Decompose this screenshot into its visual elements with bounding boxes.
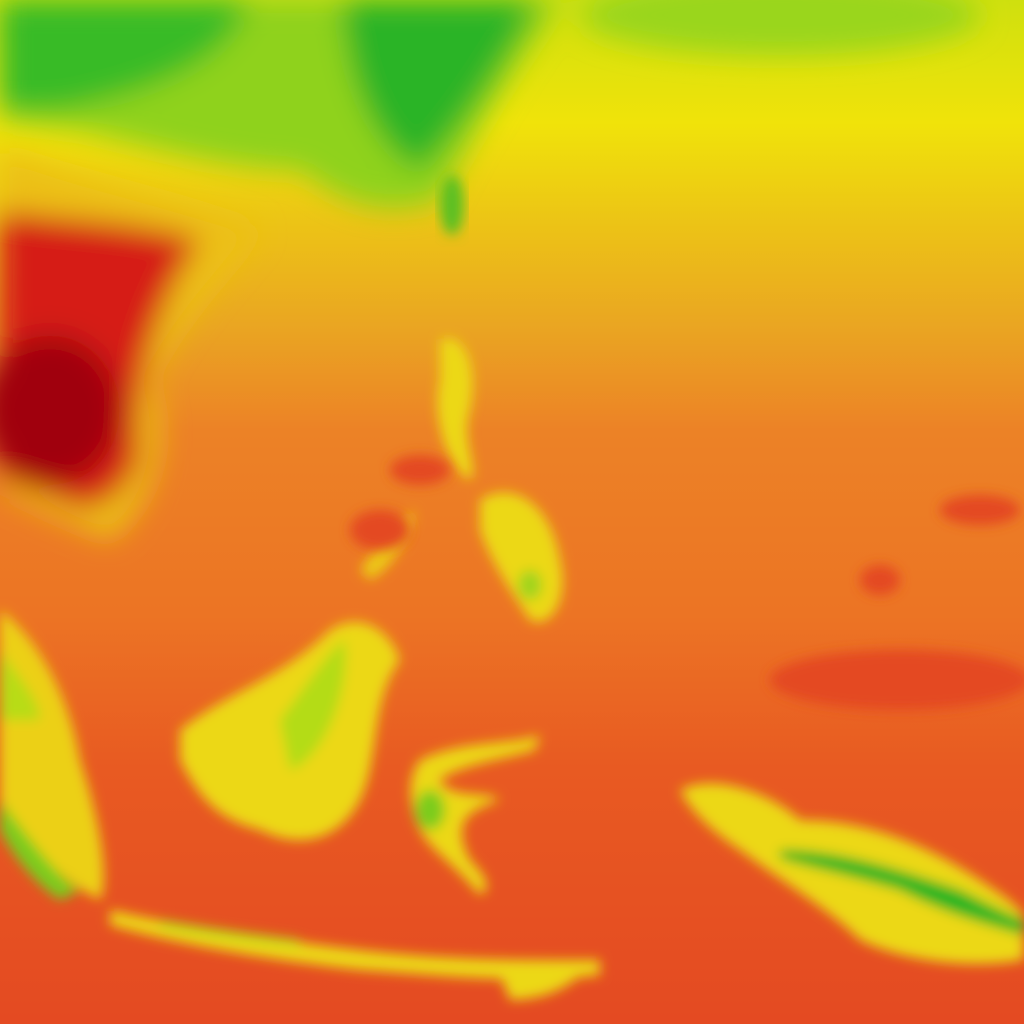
java-lesser-sunda (110, 910, 600, 1000)
sulawesi (410, 735, 540, 895)
borneo (180, 621, 400, 840)
sumatra (0, 610, 104, 900)
taiwan (440, 175, 464, 235)
northern-cold-zone (0, 0, 980, 209)
new-guinea (680, 783, 1024, 964)
warm-patches (350, 455, 1024, 710)
mainland-hot-region (0, 150, 260, 540)
